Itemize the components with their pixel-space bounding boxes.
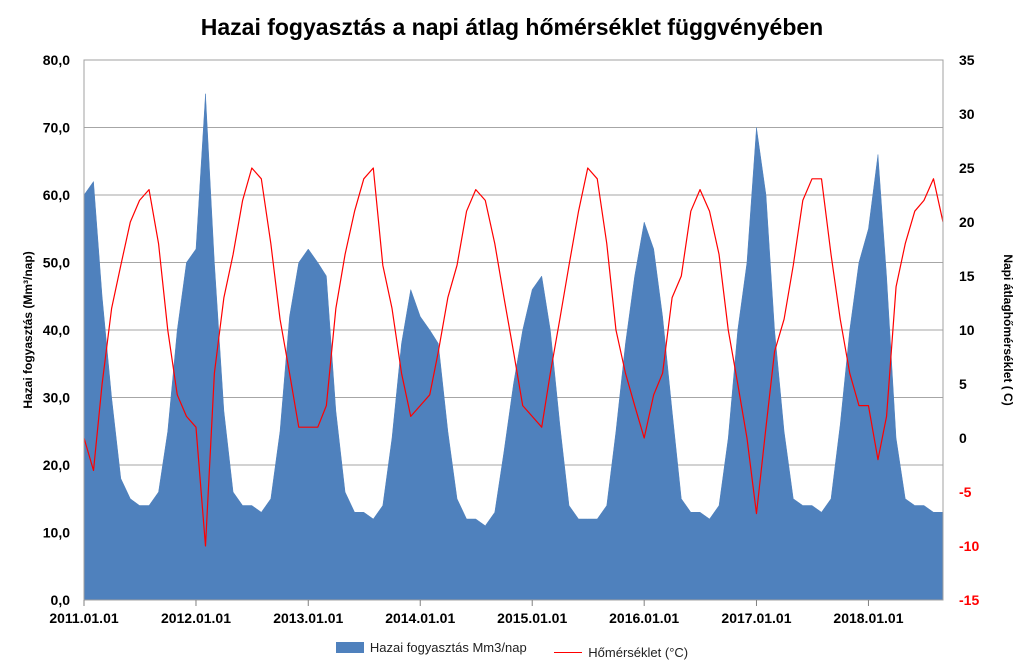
legend: Hazai fogyasztás Mm3/nap Hőmérséklet (°C…	[0, 640, 1024, 660]
y2-tick-label: 25	[959, 160, 975, 176]
x-tick-label: 2013.01.01	[273, 610, 343, 626]
y-tick-label: 20,0	[43, 457, 70, 473]
legend-label-consumption: Hazai fogyasztás Mm3/nap	[369, 640, 527, 655]
y2-tick-label: -5	[959, 484, 972, 500]
legend-item-consumption: Hazai fogyasztás Mm3/nap	[335, 640, 527, 655]
plot-border	[83, 59, 944, 601]
y2-tick-label: 35	[959, 52, 975, 68]
y-tick-label: 60,0	[43, 187, 70, 203]
chart-title: Hazai fogyasztás a napi átlag hőmérsékle…	[200, 14, 824, 40]
legend-swatch-consumption	[335, 642, 364, 653]
y-tick-label: 80,0	[43, 52, 70, 68]
y2-tick-label: 30	[959, 106, 975, 122]
x-tick-label: 2018.01.01	[833, 610, 903, 626]
x-tick-label: 2011.01.01	[49, 610, 119, 626]
right-axis-title: Napi átlaghőmérséklet ( C)	[1001, 254, 1015, 405]
consumption-area-layer	[83, 93, 944, 601]
y2-tick-label: 15	[959, 268, 975, 284]
y2-tick-label: 20	[959, 214, 975, 230]
y-tick-label: 10,0	[43, 525, 70, 541]
legend-label-temperature: Hőmérséklet (°C)	[588, 645, 689, 660]
right-axis-ticks: -15 -10 -5 0 5 10 15 20 25 30 35	[959, 52, 979, 608]
x-tick-label: 2017.01.01	[721, 610, 791, 626]
y2-tick-label: -10	[959, 538, 979, 554]
temperature-line	[83, 167, 944, 547]
y-tick-label: 70,0	[43, 120, 70, 136]
x-tick-label: 2014.01.01	[385, 610, 455, 626]
x-tick-label: 2012.01.01	[161, 610, 231, 626]
x-tick-label: 2015.01.01	[497, 610, 567, 626]
x-tick-label: 2016.01.01	[609, 610, 679, 626]
left-axis-title: Hazai fogyasztás (Mm³/nap)	[21, 251, 35, 408]
y-tick-label: 0,0	[51, 592, 71, 608]
y-tick-label: 50,0	[43, 255, 70, 271]
legend-swatch-temperature	[554, 652, 583, 653]
y-tick-label: 40,0	[43, 322, 70, 338]
y-tick-label: 30,0	[43, 390, 70, 406]
consumption-area	[83, 93, 944, 601]
legend-item-temperature: Hőmérséklet (°C)	[554, 645, 688, 660]
y2-tick-label: 0	[959, 430, 967, 446]
left-axis-ticks: 0,0 10,0 20,0 30,0 40,0 50,0 60,0 70,0 80,0	[43, 52, 70, 608]
y2-tick-label: 5	[959, 376, 967, 392]
y2-tick-label: -15	[959, 592, 979, 608]
x-axis-ticks: 2011.01.01 2012.01.01 2013.01.01 2014.01.01…	[49, 600, 904, 626]
temperature-line-layer	[83, 167, 944, 547]
y2-tick-label: 10	[959, 322, 975, 338]
